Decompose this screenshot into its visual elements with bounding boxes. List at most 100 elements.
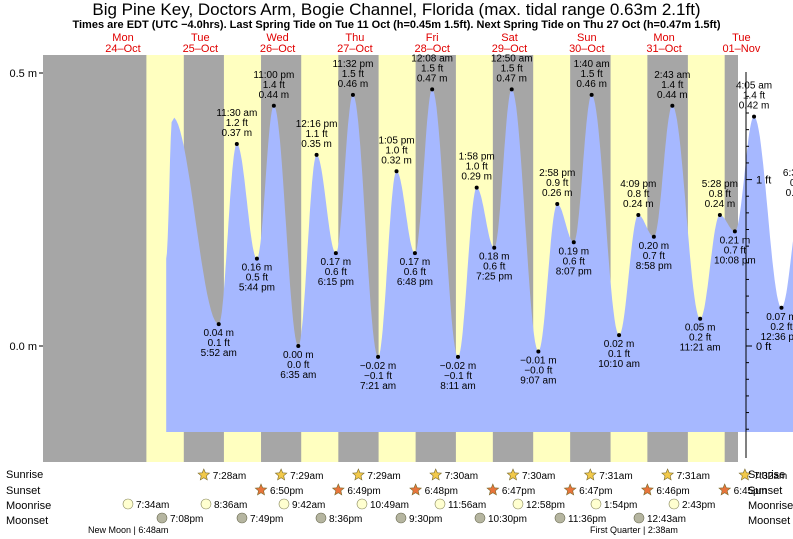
day-weekday-label: Mon — [112, 32, 133, 44]
day-weekday-label: Tue — [191, 32, 210, 44]
tide-time-label: 12:36 pm — [761, 332, 793, 343]
sunset-icon — [563, 483, 577, 496]
y-right-tick-label: 1 ft — [756, 175, 771, 187]
sunset-row-label: Sunset — [6, 485, 41, 497]
tide-extreme-point — [492, 245, 497, 250]
tide-time-label: 9:07 am — [520, 375, 556, 386]
tide-time-label: 12:50 am — [491, 53, 533, 64]
moonrise-icon — [278, 498, 290, 510]
tide-ft-label: 1.5 ft — [421, 63, 443, 74]
tide-extreme-point — [216, 322, 221, 327]
tide-ft-label: 0.8 ft — [627, 189, 649, 200]
tide-ft-label: 1.5 ft — [581, 69, 603, 80]
sunrise-time: 7:30am — [445, 471, 478, 482]
tide-m-label: 0.16 m — [242, 263, 273, 274]
moonset-icon — [474, 512, 486, 524]
tide-ft-label: 0.6 ft — [325, 267, 347, 278]
tide-time-label: 5:44 pm — [239, 283, 275, 294]
tide-ft-label: 0.2 ft — [770, 322, 792, 333]
sunrise-icon — [351, 468, 365, 481]
sunrise-time: 7:29am — [290, 471, 323, 482]
sunrise-time: 7:28am — [213, 471, 246, 482]
sunset-icon — [486, 483, 500, 496]
tide-time-label: 12:08 am — [411, 53, 453, 64]
tide-m-label: 0.24 m — [623, 199, 654, 210]
day-date-label: 27–Oct — [337, 43, 372, 55]
tide-time-label: 7:25 pm — [476, 272, 512, 283]
tide-time-label: 8:11 am — [440, 381, 475, 392]
day-weekday-label: Sun — [577, 32, 597, 44]
tide-ft-label: 0.0 ft — [287, 360, 309, 371]
sunrise-row-label-right: Sunrise — [748, 469, 786, 481]
tide-extreme-point — [752, 114, 757, 119]
tide-ft-label: 0.1 ft — [208, 338, 230, 349]
moonrise-icon — [590, 498, 602, 510]
tide-extreme-point — [350, 92, 355, 97]
moonrise-time: 11:56am — [448, 500, 486, 511]
tide-ft-label: 0.9 ft — [546, 178, 568, 189]
sunset-time: 6:47pm — [502, 486, 535, 497]
chart-subtitle: Times are EDT (UTC −4.0hrs). Last Spring… — [72, 19, 721, 31]
moonset-row-label-right: Moonset — [748, 515, 791, 527]
tide-m-label: 0.19 m — [558, 246, 589, 257]
tide-extreme-point — [271, 103, 276, 108]
tide-extreme-point — [333, 251, 338, 256]
day-date-label: 28–Oct — [414, 43, 449, 55]
tide-extreme-point — [589, 92, 594, 97]
tide-time-label: 7:21 am — [360, 381, 396, 392]
moonrise-row-label-right: Moonrise — [748, 500, 793, 512]
moonrise-row-label: Moonrise — [6, 500, 52, 512]
sunrise-time: 7:32am — [754, 471, 787, 482]
tide-extreme-point — [536, 349, 541, 354]
tide-ft-label: 1.0 ft — [385, 145, 407, 156]
day-date-label: 26–Oct — [260, 43, 295, 55]
sunset-row-label-right: Sunset — [748, 485, 783, 497]
tide-extreme-point — [651, 234, 656, 239]
moonrise-icon — [512, 498, 524, 510]
tide-time-label: 12:16 pm — [296, 119, 338, 130]
tide-m-label: 0.04 m — [203, 328, 234, 339]
moonrise-time: 2:43pm — [682, 500, 715, 511]
y-left-tick-label: 0.0 m — [9, 341, 37, 353]
moonset-time: 9:30pm — [409, 514, 442, 525]
tide-extreme-point — [394, 169, 399, 174]
tide-extreme-point — [474, 185, 479, 190]
tide-m-label: 0.17 m — [321, 257, 352, 268]
tide-ft-label: 0.7 ft — [643, 251, 665, 262]
sunset-time: 6:50pm — [270, 486, 303, 497]
tide-m-label: −0.02 m — [440, 361, 476, 372]
tide-ft-label: 0.8 ft — [709, 189, 731, 200]
tide-extreme-point — [670, 103, 675, 108]
first-quarter-label: First Quarter | 2:38am — [590, 525, 678, 535]
tide-m-label: 0.42 m — [739, 101, 770, 112]
sunrise-icon — [429, 468, 443, 481]
moonset-icon — [236, 512, 248, 524]
moonrise-icon — [200, 498, 212, 510]
day-date-label: 01–Nov — [722, 43, 760, 55]
sunrise-time: 7:30am — [522, 471, 555, 482]
tide-ft-label: 0.7 ft — [724, 245, 746, 256]
tide-extreme-point — [555, 202, 560, 207]
moonrise-icon — [122, 498, 134, 510]
tide-extreme-point — [296, 344, 301, 348]
sunrise-icon — [583, 468, 597, 481]
tide-ft-label: 1.0 ft — [466, 162, 488, 173]
tide-ft-label: 1.4 ft — [263, 80, 285, 91]
tide-time-label: 1:05 pm — [378, 135, 414, 146]
moonset-time: 10:30pm — [488, 514, 527, 525]
tide-ft-label: 1.4 ft — [661, 80, 683, 91]
day-weekday-label: Mon — [653, 32, 674, 44]
tide-m-label: −0.02 m — [360, 361, 396, 372]
tide-m-label: 0.02 m — [604, 339, 635, 350]
sunrise-icon — [197, 468, 211, 481]
tide-m-label: 0.44 m — [259, 90, 290, 101]
sunrise-time: 7:31am — [677, 471, 710, 482]
tide-ft-label: 0.6 ft — [483, 262, 505, 273]
tide-extreme-point — [430, 87, 435, 92]
moonset-row-label: Moonset — [6, 515, 49, 527]
day-weekday-label: Tue — [732, 32, 751, 44]
tide-time-label: 11:21 am — [680, 343, 721, 354]
sunset-time: 6:49pm — [347, 486, 380, 497]
moonrise-icon — [434, 498, 446, 510]
